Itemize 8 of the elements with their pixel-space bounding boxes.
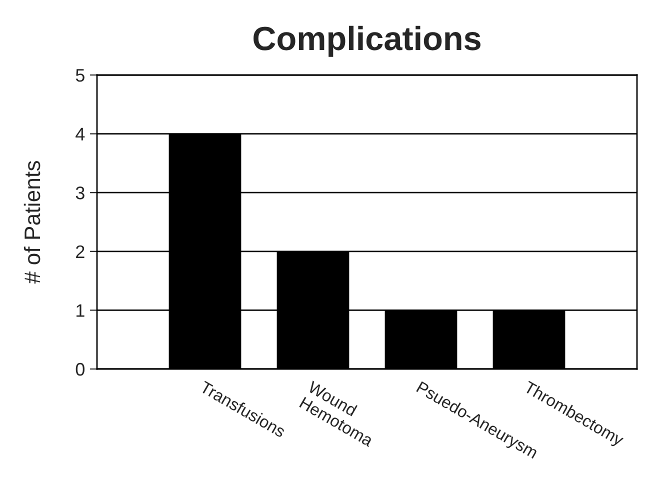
y-tick-label: 2 <box>76 245 84 258</box>
chart-title: Complications <box>254 26 480 57</box>
y-tick-label: 4 <box>76 128 85 140</box>
y-tick-label: 3 <box>76 186 84 200</box>
y-tick-label: 5 <box>76 69 84 82</box>
y-axis-title: # of Patients <box>24 161 40 284</box>
y-tick-label: 0 <box>76 362 84 376</box>
y-tick-label: 1 <box>76 304 84 317</box>
